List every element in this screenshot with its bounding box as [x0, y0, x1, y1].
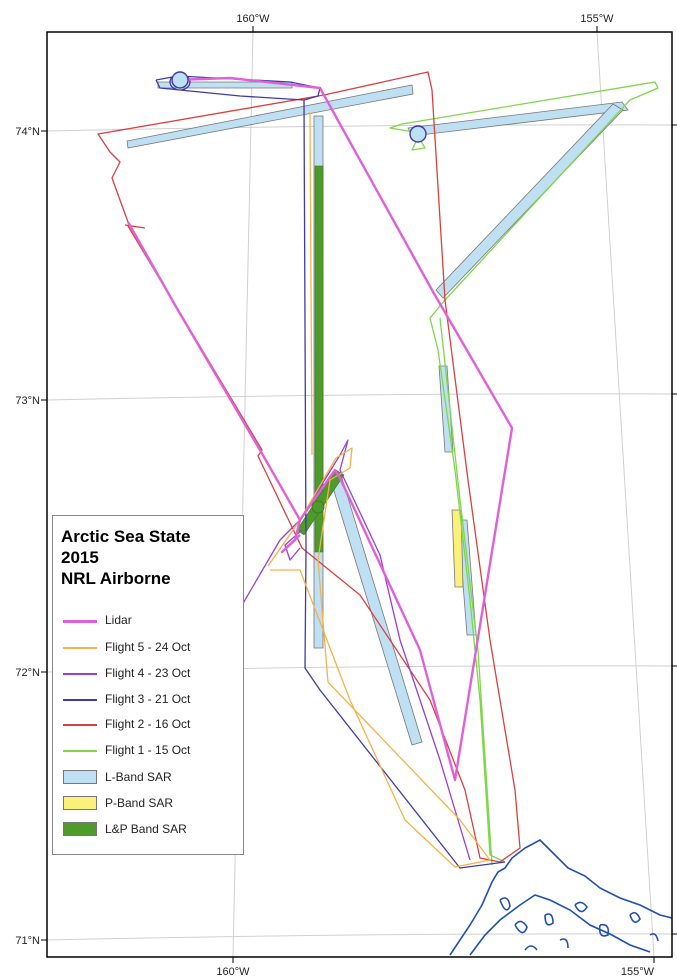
meridian-155w — [596, 31, 655, 958]
legend-title-line-2: 2015 — [61, 548, 99, 567]
flight-4-track — [237, 439, 471, 861]
l-band-swath-top-left — [157, 81, 293, 89]
legend-item: Flight 5 - 24 Oct — [61, 638, 241, 658]
lake-7 — [559, 938, 569, 949]
coastline-main — [449, 839, 673, 956]
lidar-track — [126, 76, 514, 782]
coastline — [449, 839, 673, 956]
map-frame — [46, 31, 673, 958]
legend-item: Flight 2 - 16 Oct — [61, 715, 241, 735]
lat-label-74n: 74°N — [15, 126, 40, 138]
legend-item: Flight 1 - 15 Oct — [61, 741, 241, 761]
legend-item: Lidar — [61, 611, 241, 631]
legend-line-swatch — [63, 699, 97, 701]
lon-label-bottom-160w: 160°W — [216, 966, 250, 978]
frame-ticks — [41, 26, 677, 963]
legend-title-line-3: NRL Airborne — [61, 569, 171, 588]
lat-label-73n: 73°N — [15, 395, 40, 407]
legend-line-swatch — [63, 620, 97, 623]
legend-line-swatch — [63, 647, 97, 649]
legend-label: Lidar — [105, 613, 132, 627]
parallel-71n — [46, 933, 673, 941]
waypoint-circle-right — [409, 125, 427, 143]
legend-title-line-1: Arctic Sea State — [61, 527, 191, 546]
legend-line-swatch — [63, 750, 97, 752]
lake-3 — [544, 913, 554, 926]
waypoint-circle-left — [171, 71, 189, 89]
l-band-swath-right-diagonal — [435, 103, 624, 299]
legend-item: L-Band SAR — [61, 768, 241, 788]
legend-label: Flight 1 - 15 Oct — [105, 743, 191, 757]
lake-1 — [499, 897, 511, 911]
legend-label: L&P Band SAR — [105, 822, 187, 836]
coastline-inner — [469, 894, 651, 956]
lake-8 — [524, 945, 538, 951]
lake-9 — [649, 933, 659, 942]
legend-box-swatch — [63, 796, 97, 810]
legend-line-swatch — [63, 673, 97, 675]
lon-label-top-155w: 155°W — [580, 13, 614, 25]
lake-6 — [629, 911, 641, 923]
l-band-swath-center-diagonal — [329, 477, 423, 746]
p-band-swath — [451, 509, 464, 588]
legend-item: P-Band SAR — [61, 794, 241, 814]
legend-label: L-Band SAR — [105, 770, 172, 784]
flight-5-track — [267, 111, 491, 868]
legend: Arctic Sea State 2015 NRL Airborne Lidar… — [52, 515, 244, 855]
flight-2-track — [97, 71, 521, 863]
lake-4 — [574, 901, 588, 913]
lon-label-bottom-155w: 155°W — [621, 966, 655, 978]
legend-label: P-Band SAR — [105, 796, 174, 810]
lat-label-71n: 71°N — [15, 935, 40, 947]
legend-label: Flight 2 - 16 Oct — [105, 717, 191, 731]
lake-5 — [598, 923, 610, 937]
l-band-swath-top-diagonal — [126, 84, 414, 149]
legend-box-swatch — [63, 770, 97, 784]
legend-line-swatch — [63, 724, 97, 726]
parallel-73n — [46, 393, 673, 401]
legend-box-swatch — [63, 822, 97, 836]
lat-label-72n: 72°N — [15, 667, 40, 679]
lon-label-top-160w: 160°W — [236, 13, 270, 25]
legend-label: Flight 5 - 24 Oct — [105, 640, 191, 654]
legend-label: Flight 3 - 21 Oct — [105, 692, 191, 706]
legend-item: Flight 4 - 23 Oct — [61, 664, 241, 684]
legend-label: Flight 4 - 23 Oct — [105, 666, 191, 680]
legend-item: L&P Band SAR — [61, 820, 241, 840]
waypoint-circle-center — [311, 500, 325, 514]
legend-item: Flight 3 - 21 Oct — [61, 690, 241, 710]
lake-2 — [514, 920, 528, 934]
legend-title: Arctic Sea State 2015 NRL Airborne — [61, 526, 190, 589]
parallel-74n — [46, 124, 673, 132]
